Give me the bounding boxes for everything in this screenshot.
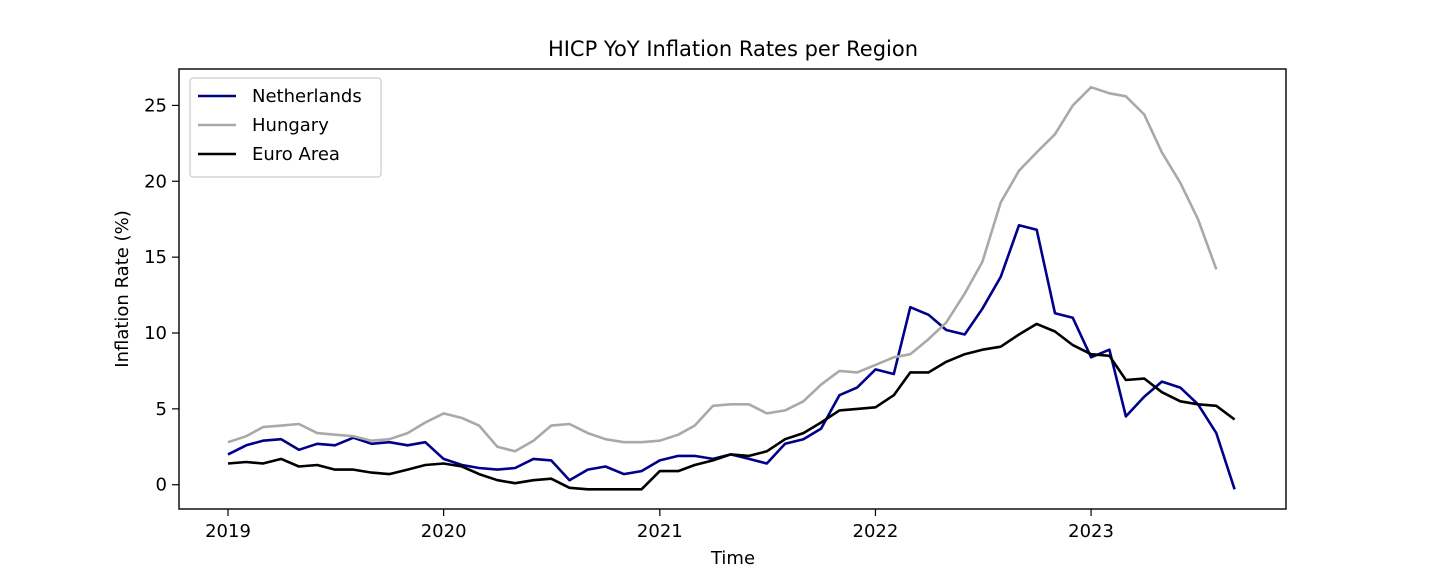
y-tick-label: 5 [156, 399, 167, 420]
legend: Netherlands Hungary Euro Area [189, 77, 382, 178]
series-lines [227, 85, 1236, 491]
axes: 2019 2020 2021 2022 2023 0 5 10 15 20 25 [144, 95, 1114, 542]
y-tick-label: 20 [144, 171, 167, 192]
x-tick-label: 2019 [205, 521, 251, 542]
legend-label: Hungary [252, 115, 329, 136]
legend-box [189, 77, 382, 178]
series-line-hungary [227, 85, 1218, 453]
x-tick-label: 2023 [1068, 521, 1114, 542]
y-tick-label: 10 [144, 323, 167, 344]
series-line-euro-area [227, 322, 1236, 491]
legend-label: Euro Area [252, 144, 340, 165]
x-tick-label: 2021 [637, 521, 683, 542]
y-tick-label: 15 [144, 247, 167, 268]
y-axis-label: Inflation Rate (%) [112, 210, 133, 367]
x-tick-label: 2022 [853, 521, 899, 542]
chart-title: HICP YoY Inflation Rates per Region [548, 37, 918, 61]
legend-label: Netherlands [252, 86, 362, 107]
y-tick-label: 0 [156, 475, 167, 496]
x-tick-label: 2020 [421, 521, 467, 542]
plot-frame [178, 68, 1287, 510]
y-tick-label: 25 [144, 95, 167, 116]
x-axis-label: Time [710, 548, 755, 569]
